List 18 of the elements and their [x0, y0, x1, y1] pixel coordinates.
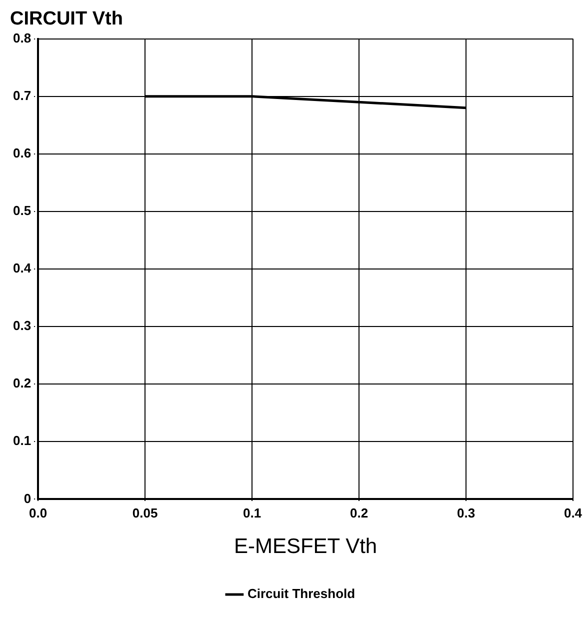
y-tick-label: 0.4 — [12, 260, 32, 276]
y-tick-label: 0.2 — [12, 376, 32, 391]
x-tick-label: 0.0 — [29, 506, 48, 521]
y-tick-label: 0.7 — [12, 88, 32, 103]
chart-title: CIRCUIT Vth — [10, 8, 123, 30]
y-tick-label: 0.5 — [12, 203, 32, 218]
x-tick-label: 0.3 — [456, 506, 476, 521]
x-tick-label: 0.2 — [350, 506, 368, 521]
y-tick-label: 0.6 — [12, 145, 32, 160]
y-tick-label: 0 — [24, 490, 32, 506]
y-tick-label: 0.3 — [12, 318, 32, 334]
y-tick-label: 0.8 — [12, 30, 32, 46]
x-tick-label: 0.05 — [132, 506, 158, 521]
x-tick-label: 0.1 — [243, 506, 262, 521]
y-tick-label: 0.1 — [12, 433, 32, 448]
x-tick-label: 0.4 — [564, 506, 583, 521]
x-axis-title: E-MESFET Vth — [234, 535, 378, 558]
legend-label: Circuit Threshold — [247, 586, 356, 602]
